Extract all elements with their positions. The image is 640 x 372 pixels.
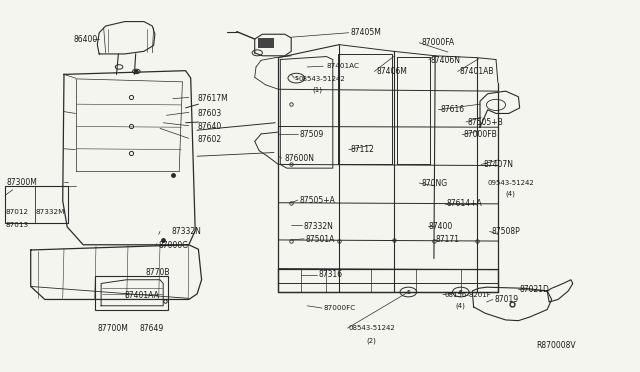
Text: 87406M: 87406M	[376, 67, 407, 76]
Text: 87700M: 87700M	[97, 324, 128, 333]
Text: 87640: 87640	[197, 122, 221, 131]
Text: S: S	[459, 289, 463, 295]
Text: 87406N: 87406N	[431, 56, 461, 65]
Text: 87617M: 87617M	[197, 94, 228, 103]
Text: 87405M: 87405M	[351, 28, 381, 37]
Text: 08156-8201F: 08156-8201F	[445, 292, 492, 298]
Text: 87019: 87019	[494, 295, 518, 304]
Text: (4): (4)	[456, 302, 465, 309]
Text: 87300M: 87300M	[6, 178, 37, 187]
Text: 87401AC: 87401AC	[326, 63, 360, 69]
Text: 87171: 87171	[435, 235, 460, 244]
Bar	[95, 276, 168, 310]
Text: 87332N: 87332N	[304, 222, 334, 231]
Text: 87407N: 87407N	[483, 160, 513, 169]
Bar	[258, 38, 274, 48]
Text: 09543-51242: 09543-51242	[488, 180, 534, 186]
Text: 87603: 87603	[197, 109, 221, 118]
Text: 87000FB: 87000FB	[464, 130, 498, 139]
Text: 87332M: 87332M	[35, 209, 65, 215]
Text: 08543-51242: 08543-51242	[299, 76, 346, 82]
Text: 8770B: 8770B	[146, 268, 170, 277]
Text: 87614+A: 87614+A	[447, 199, 483, 208]
Text: 870NG: 870NG	[421, 179, 447, 187]
Text: 87000FA: 87000FA	[421, 38, 454, 47]
Text: S: S	[406, 289, 410, 295]
Text: (4): (4)	[506, 191, 515, 198]
Text: 87021D: 87021D	[520, 285, 550, 294]
Text: 87401AA: 87401AA	[125, 291, 159, 300]
Text: 87400: 87400	[429, 222, 453, 231]
Text: 87616: 87616	[440, 105, 465, 114]
Text: 87112: 87112	[351, 145, 374, 154]
Text: R870008V: R870008V	[536, 341, 576, 350]
Text: 08543-51242: 08543-51242	[349, 325, 396, 331]
Text: (2): (2)	[366, 337, 376, 344]
Text: 87505+A: 87505+A	[300, 196, 335, 205]
Text: 87649: 87649	[140, 324, 164, 333]
Text: 87508P: 87508P	[492, 227, 520, 236]
Text: 87501A: 87501A	[306, 235, 335, 244]
Text: 86400: 86400	[74, 35, 98, 44]
Text: 87505+B: 87505+B	[467, 118, 503, 126]
Text: 87000G: 87000G	[159, 241, 189, 250]
Text: 87332N: 87332N	[172, 227, 202, 236]
Text: S: S	[294, 76, 298, 81]
Text: 87600N: 87600N	[285, 154, 315, 163]
Text: 87401AB: 87401AB	[460, 67, 494, 76]
Text: 87000FC: 87000FC	[323, 305, 355, 311]
Text: (1): (1)	[312, 87, 323, 93]
Text: 87316: 87316	[319, 270, 343, 279]
Bar	[5, 186, 68, 223]
Text: 87509: 87509	[300, 130, 324, 139]
Text: 87012: 87012	[5, 209, 28, 215]
Text: 87013: 87013	[5, 222, 28, 228]
Text: 87602: 87602	[197, 135, 221, 144]
